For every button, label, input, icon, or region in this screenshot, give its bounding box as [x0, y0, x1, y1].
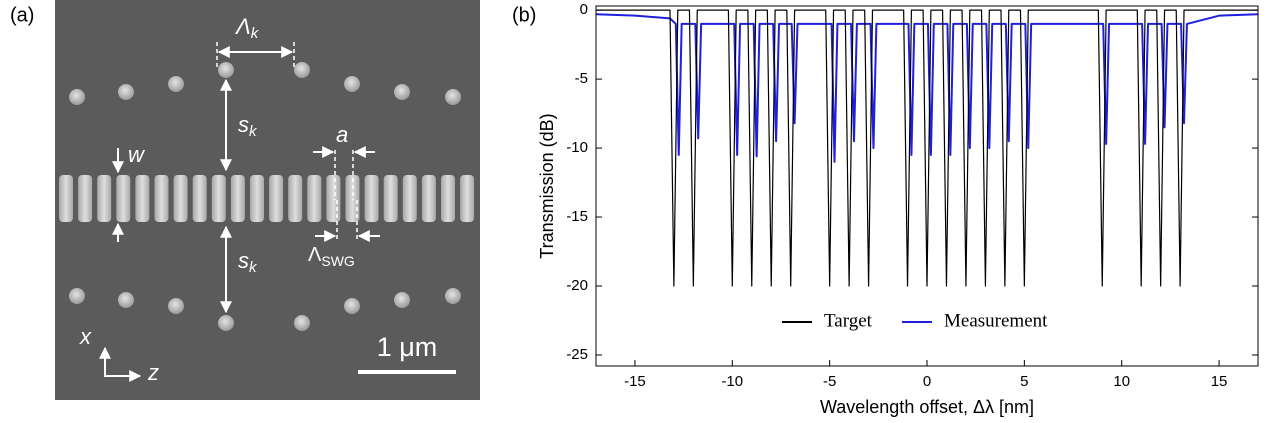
x-tick-label: 15 [1211, 373, 1228, 390]
swg-segment [173, 175, 188, 222]
chart: -25 -20 -15 -10 -5 0 -15 -10 -5 0 5 10 15 Wavelength … [537, 1, 1259, 417]
pillar [218, 315, 234, 331]
swg-segment [421, 175, 436, 222]
annotation: w [128, 142, 146, 167]
pillar [294, 62, 310, 78]
swg-segment [250, 175, 264, 222]
pillar [118, 84, 134, 100]
swg-segment [78, 175, 93, 222]
axis-label: z [147, 360, 159, 385]
swg-segment [230, 175, 245, 222]
x-tick-label: -10 [721, 373, 743, 390]
series-line [595, 13, 1259, 163]
pillars [69, 62, 461, 331]
pillar [218, 62, 234, 78]
x-tick-label: 0 [923, 373, 931, 390]
pillar [445, 89, 461, 105]
x-tick-label: 5 [1020, 373, 1028, 390]
scale-bar-label: 1 μm [377, 332, 438, 362]
y-tick-label: -25 [566, 346, 588, 363]
plot-frame [595, 5, 1259, 367]
pillar [69, 288, 85, 304]
x-tick-label: -15 [624, 373, 646, 390]
swg-segment [154, 175, 169, 222]
pillar [69, 89, 85, 105]
panel-label: (a) [10, 4, 34, 26]
pillar [294, 315, 310, 331]
swg-segment [135, 175, 150, 222]
swg-segment [211, 175, 226, 222]
pillar [118, 292, 134, 308]
y-tick-label: -10 [566, 139, 588, 156]
pillar [394, 292, 410, 308]
swg-segment [116, 175, 131, 222]
y-tick-label: -5 [575, 70, 588, 87]
legend-label: Target [824, 310, 873, 331]
series-line [596, 9, 1258, 287]
swg-segment [460, 175, 475, 222]
swg-segment [192, 175, 207, 222]
y-tick-label: -15 [566, 208, 588, 225]
annotation: ΛSWG [308, 244, 355, 268]
annotation: sk [238, 248, 258, 276]
sem-image: Λk sk sk w a ΛSWG x z 1 μm [55, 0, 480, 400]
swg-segment [288, 175, 303, 222]
annotation: sk [238, 112, 258, 140]
swg-segment [402, 175, 417, 222]
y-tick-label: 0 [580, 1, 588, 18]
y-tick-label: -20 [566, 277, 588, 294]
pillar [344, 76, 360, 92]
x-tick-label: 10 [1113, 373, 1130, 390]
axis-label: x [79, 324, 92, 349]
pillar [344, 298, 360, 314]
x-tick-label: -5 [823, 373, 836, 390]
swg-segment [441, 175, 455, 222]
pillar [445, 288, 461, 304]
pillar [168, 76, 184, 92]
legend-label: Measurement [944, 310, 1048, 331]
swg-segment [345, 175, 360, 222]
swg-segment [269, 175, 284, 222]
annotation: a [336, 122, 348, 147]
swg-segment [307, 175, 322, 222]
y-axis-label: Transmission (dB) [537, 113, 557, 258]
swg-segment [59, 175, 73, 222]
swg-segment [326, 175, 341, 222]
x-axis-label: Wavelength offset, Δλ [nm] [820, 397, 1034, 417]
swg-segment [97, 175, 112, 222]
swg-segment [383, 175, 398, 222]
waveguide [59, 175, 475, 222]
panel-label: (b) [512, 4, 536, 26]
annotation: Λk [234, 14, 260, 42]
swg-segment [364, 175, 379, 222]
pillar [394, 84, 410, 100]
pillar [168, 298, 184, 314]
